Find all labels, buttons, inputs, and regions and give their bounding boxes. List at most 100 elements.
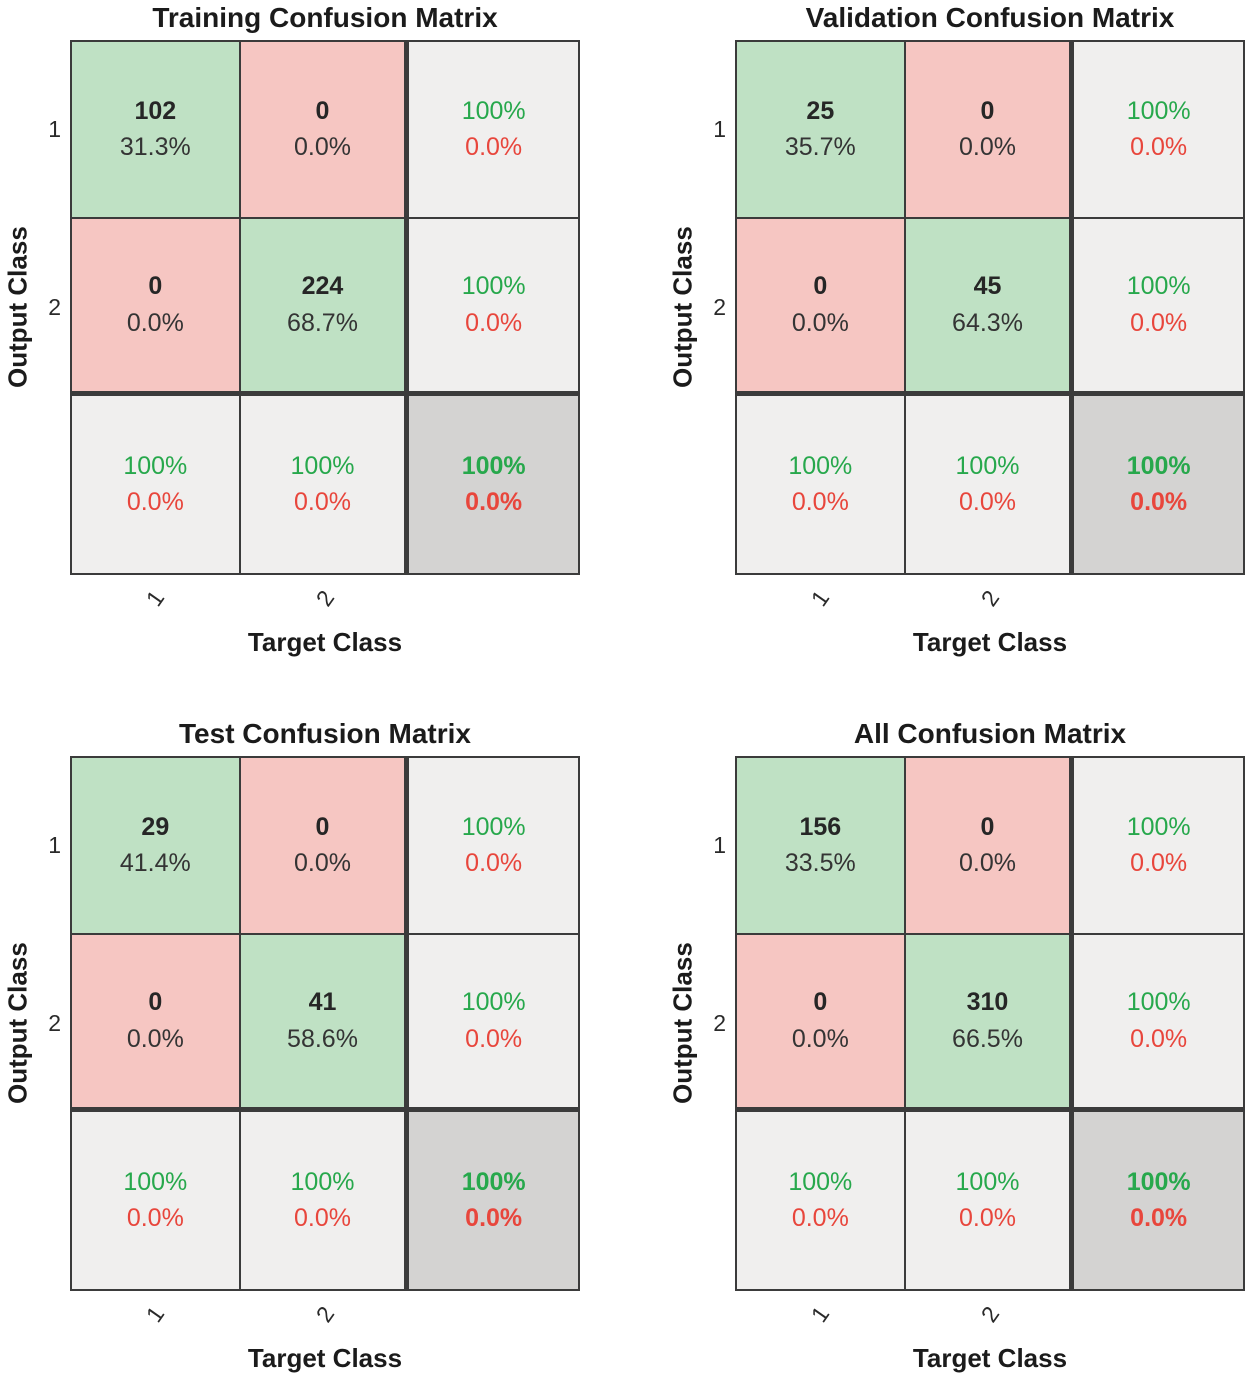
cell-line-top: 156 (799, 812, 842, 841)
cell-line-top: 100% (1126, 272, 1191, 301)
plot-title: All Confusion Matrix (853, 718, 1127, 749)
cell-line-bottom: 66.5% (952, 1024, 1023, 1053)
cell-line-bottom: 0.0% (1130, 133, 1188, 161)
cell-r1c3-sum: 100% 0.0% (1074, 758, 1243, 935)
cell-line-top: 0 (980, 812, 995, 841)
cell-r3c1-sum: 100% 0.0% (737, 1112, 906, 1289)
cell-line-bottom: 0.0% (791, 488, 849, 516)
cell-line-top: 100% (290, 451, 355, 480)
cell-line-bottom: 0.0% (1130, 488, 1188, 516)
cell-r1c2-off: 0 0.0% (905, 758, 1075, 935)
x-tick-2-label: 2 (975, 1301, 1004, 1327)
cell-line-bottom: 0.0% (1130, 1024, 1188, 1053)
cell-r3c2-sum: 100% 0.0% (905, 396, 1075, 573)
subplot-training: Training Confusion Matrix Output Class 1… (0, 0, 628, 700)
x-tick-2-label: 2 (975, 585, 1004, 611)
y-axis-label: Output Class (2, 226, 33, 389)
x-tick-1: 1 (735, 1291, 905, 1343)
x-tick-1: 1 (70, 1291, 240, 1343)
matrix-cells: 156 33.5% 0 0.0% 100% 0.0% 0 0.0% 310 66.5% 100% 0.… (737, 758, 1243, 1289)
cell-line-bottom: 0.0% (1130, 849, 1188, 877)
confusion-matrix-grid: 25 35.7% 0 0.0% 100% 0.0% 0 0.0% 45 64.3% 100% 0.0%… (735, 40, 1245, 575)
cell-r2c3-sum: 100% 0.0% (1074, 935, 1243, 1112)
cell-r1c1-diag: 102 31.3% (72, 42, 241, 219)
cell-line-bottom: 0.0% (294, 488, 351, 516)
x-tick-2: 2 (905, 575, 1075, 627)
y-axis-ticks: 1 2 (36, 40, 70, 575)
cell-line-top: 100% (290, 1167, 355, 1196)
cell-line-bottom: 0.0% (126, 308, 184, 337)
y-axis-label: Output Class (2, 942, 33, 1105)
x-tick-summary (1075, 575, 1245, 627)
cell-r1c3-sum: 100% 0.0% (409, 42, 578, 219)
cell-line-bottom: 64.3% (952, 308, 1023, 337)
cell-line-top: 100% (955, 451, 1020, 480)
cell-line-top: 100% (1126, 988, 1191, 1017)
x-tick-2-label: 2 (310, 585, 339, 611)
y-axis-ticks: 1 2 (701, 756, 735, 1291)
plot-title: Validation Confusion Matrix (805, 2, 1175, 33)
x-tick-1: 1 (70, 575, 240, 627)
cell-line-bottom: 68.7% (287, 308, 358, 337)
cell-line-bottom: 0.0% (294, 133, 351, 161)
x-tick-1-label: 1 (140, 1301, 169, 1327)
confusion-matrix-grid: 29 41.4% 0 0.0% 100% 0.0% 0 0.0% 41 58.6% 100% 0.0%… (70, 756, 580, 1291)
cell-line-top: 100% (461, 1167, 526, 1196)
x-tick-1: 1 (735, 575, 905, 627)
y-tick-1: 1 (48, 115, 61, 142)
x-tick-2: 2 (905, 1291, 1075, 1343)
cell-line-bottom: 31.3% (119, 133, 191, 161)
y-tick-2: 2 (713, 1009, 726, 1036)
x-axis-ticks: 1 2 (70, 1291, 580, 1343)
cell-line-top: 100% (955, 1167, 1020, 1196)
cell-r3c3-total: 100% 0.0% (409, 396, 578, 573)
cell-r3c2-sum: 100% 0.0% (240, 1112, 410, 1289)
cell-r1c1-diag: 29 41.4% (72, 758, 241, 935)
x-axis-ticks: 1 2 (735, 1291, 1245, 1343)
cell-r2c1-off: 0 0.0% (737, 935, 906, 1112)
cell-line-top: 25 (806, 96, 835, 125)
cell-line-bottom: 0.0% (465, 488, 523, 516)
cell-line-top: 100% (788, 451, 853, 480)
cell-r3c1-sum: 100% 0.0% (72, 1112, 241, 1289)
cell-line-bottom: 0.0% (791, 1024, 849, 1053)
cell-r3c3-total: 100% 0.0% (1074, 396, 1243, 573)
y-tick-2: 2 (713, 293, 726, 320)
cell-r2c3-sum: 100% 0.0% (409, 219, 578, 396)
plot-title: Training Confusion Matrix (152, 2, 498, 33)
confusion-matrix-grid: 156 33.5% 0 0.0% 100% 0.0% 0 0.0% 310 66.5% 100% 0.… (735, 756, 1245, 1291)
x-tick-summary (410, 1291, 580, 1343)
cell-line-bottom: 35.7% (784, 133, 856, 161)
cell-r2c2-diag: 41 58.6% (240, 935, 410, 1112)
cell-line-top: 100% (461, 272, 526, 301)
y-tick-summary (701, 1113, 735, 1291)
cell-line-top: 100% (1126, 1167, 1191, 1196)
matrix-cells: 102 31.3% 0 0.0% 100% 0.0% 0 0.0% 224 68.7% 100% 0.… (72, 42, 578, 573)
cell-r3c2-sum: 100% 0.0% (240, 396, 410, 573)
cell-line-top: 100% (123, 451, 188, 480)
x-axis-label: Target Class (247, 627, 403, 657)
cell-line-top: 0 (148, 988, 163, 1017)
cell-line-top: 310 (966, 988, 1009, 1017)
cell-line-bottom: 0.0% (126, 488, 184, 516)
cell-r3c1-sum: 100% 0.0% (72, 396, 241, 573)
cell-line-top: 224 (301, 272, 344, 301)
cell-line-top: 0 (148, 272, 163, 301)
cell-line-bottom: 0.0% (294, 1204, 351, 1232)
cell-line-top: 0 (315, 812, 330, 841)
cell-r1c3-sum: 100% 0.0% (409, 758, 578, 935)
cell-r2c2-diag: 45 64.3% (905, 219, 1075, 396)
x-tick-2-label: 2 (310, 1301, 339, 1327)
x-tick-1-label: 1 (805, 1301, 834, 1327)
cell-line-top: 0 (813, 272, 828, 301)
cell-line-bottom: 0.0% (465, 133, 523, 161)
cell-r1c2-off: 0 0.0% (905, 42, 1075, 219)
cell-line-top: 0 (980, 96, 995, 125)
y-axis-ticks: 1 2 (36, 756, 70, 1291)
cell-line-bottom: 0.0% (465, 1024, 523, 1053)
cell-line-bottom: 0.0% (1130, 308, 1188, 337)
cell-r2c3-sum: 100% 0.0% (409, 935, 578, 1112)
cell-r3c1-sum: 100% 0.0% (737, 396, 906, 573)
cell-line-top: 100% (1126, 812, 1191, 841)
